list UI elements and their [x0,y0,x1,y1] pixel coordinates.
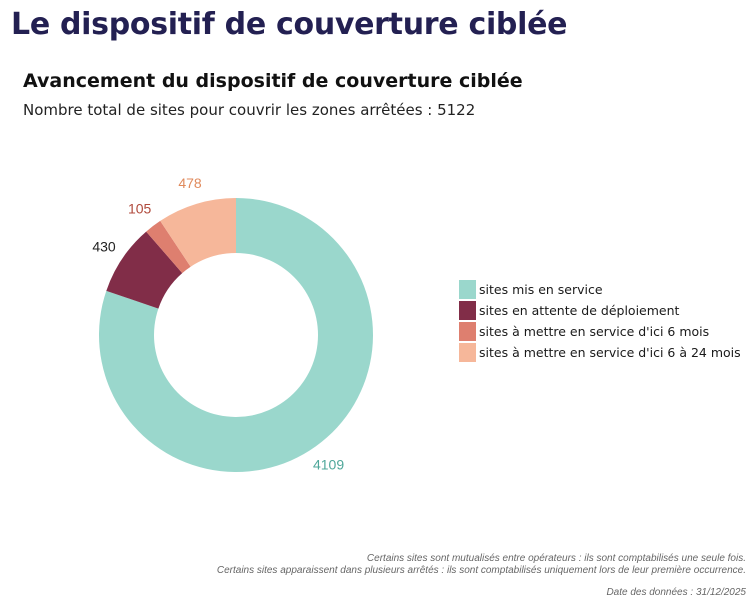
donut-slice [98,198,373,472]
chart-legend: sites mis en service sites en attente de … [459,279,741,363]
donut-slice [160,198,236,267]
legend-swatch [459,280,476,299]
footnote: Certains sites sont mutualisés entre opé… [366,553,746,564]
footnotes: Certains sites sont mutualisés entre opé… [217,553,746,577]
legend-label: sites en attente de déploiement [479,303,680,318]
page-title: Le dispositif de couverture ciblée [11,7,568,42]
legend-label: sites à mettre en service d'ici 6 à 24 m… [479,345,741,360]
legend-swatch [459,343,476,362]
legend-swatch [459,301,476,320]
chart-subtitle: Nombre total de sites pour couvrir les z… [23,101,476,119]
legend-item: sites mis en service [459,279,741,300]
legend-swatch [459,322,476,341]
data-label: 4109 [313,456,344,472]
chart-title: Avancement du dispositif de couverture c… [23,70,523,92]
legend-item: sites à mettre en service d'ici 6 mois [459,321,741,342]
legend-item: sites en attente de déploiement [459,300,741,321]
footnote: Certains sites apparaissent dans plusieu… [216,565,746,576]
legend-label: sites à mettre en service d'ici 6 mois [479,324,710,339]
donut-slice [146,220,191,274]
data-date: Date des données : 31/12/2025 [606,587,746,598]
data-label: 105 [128,200,152,216]
legend-item: sites à mettre en service d'ici 6 à 24 m… [459,342,741,363]
data-label: 478 [178,175,202,191]
legend-label: sites mis en service [479,282,603,297]
donut-slice [106,231,183,309]
data-label: 430 [92,238,116,254]
